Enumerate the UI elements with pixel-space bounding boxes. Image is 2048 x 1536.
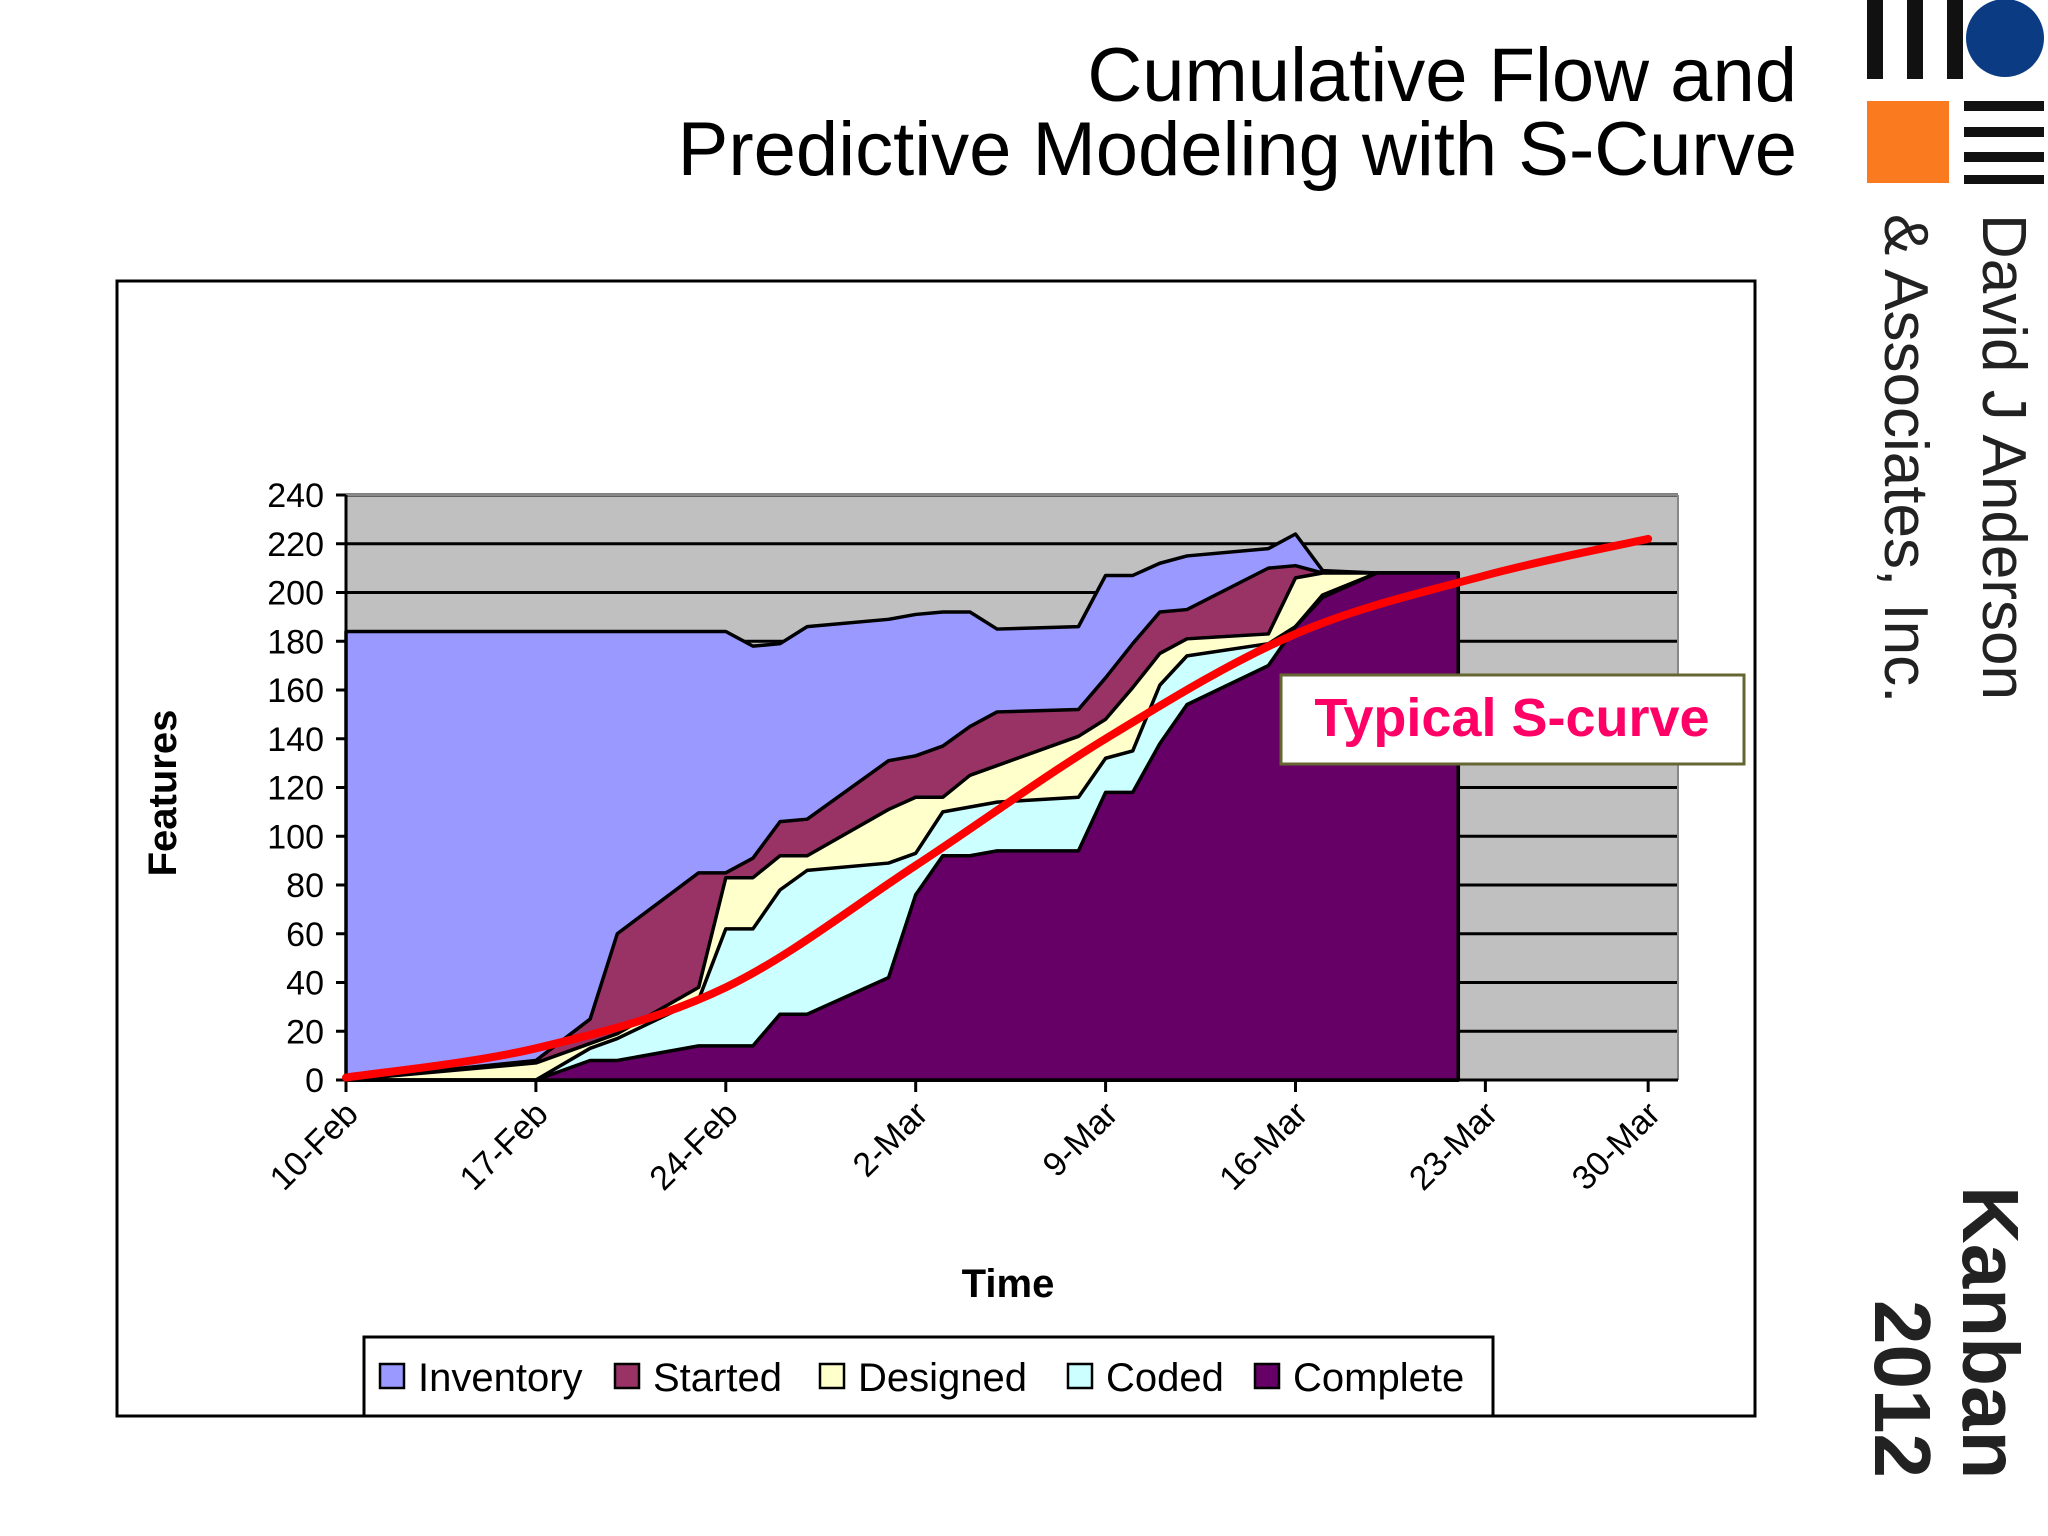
y-axis-title: Features [141,710,185,877]
logo-bar [1947,0,1963,79]
legend-label-designed: Designed [858,1356,1027,1400]
legend-label-started: Started [653,1356,782,1400]
logo-bar [1964,101,2044,111]
y-tick-label: 180 [267,623,324,661]
y-tick-label: 120 [267,770,324,808]
company-logo [1867,0,2044,184]
logo-bar [1964,127,2044,137]
y-tick-label: 60 [286,916,324,954]
y-tick-label: 40 [286,965,324,1003]
s-curve-line [342,534,1653,1082]
logo-bar [1964,175,2044,184]
logo-circle [1966,0,2044,77]
legend-swatch-complete [1253,1362,1281,1390]
s-curve-label: Typical S-curve [1314,688,1709,748]
y-tick-label: 240 [267,477,324,515]
legend-swatch-inventory [378,1362,406,1390]
legend-label-inventory: Inventory [418,1356,583,1400]
slide-title-line1: Cumulative Flow and [1087,33,1797,118]
logo-bar [1867,0,1883,79]
y-tick-label: 220 [267,526,324,564]
s-curve-label-box [1279,673,1746,766]
x-axis-title: Time [962,1262,1055,1306]
y-tick-label: 100 [267,818,324,856]
event-name: Kanban [1946,1186,2035,1480]
y-tick-label: 20 [286,1013,324,1051]
company-name-suffix: & Associates, Inc. [1871,214,1940,704]
y-tick-label: 80 [286,867,324,905]
logo-bar [1907,0,1923,79]
y-tick-label: 140 [267,721,324,759]
logo-bar [1964,152,2044,162]
event-year: 2012 [1858,1300,1947,1478]
y-tick-label: 200 [267,575,324,613]
legend-label-coded: Coded [1106,1356,1224,1400]
legend-swatch-started [613,1362,641,1390]
company-name: David J Anderson [1969,214,2038,700]
y-tick-label: 0 [305,1062,324,1100]
y-tick-label: 160 [267,672,324,710]
legend-swatch-coded [1066,1362,1094,1390]
legend [362,1335,1495,1418]
legend-swatch-designed [818,1362,846,1390]
logo-square [1867,101,1949,183]
slide-title-line2: Predictive Modeling with S-Curve [677,107,1797,192]
area-complete [344,571,1461,1082]
legend-label-complete: Complete [1293,1356,1464,1400]
